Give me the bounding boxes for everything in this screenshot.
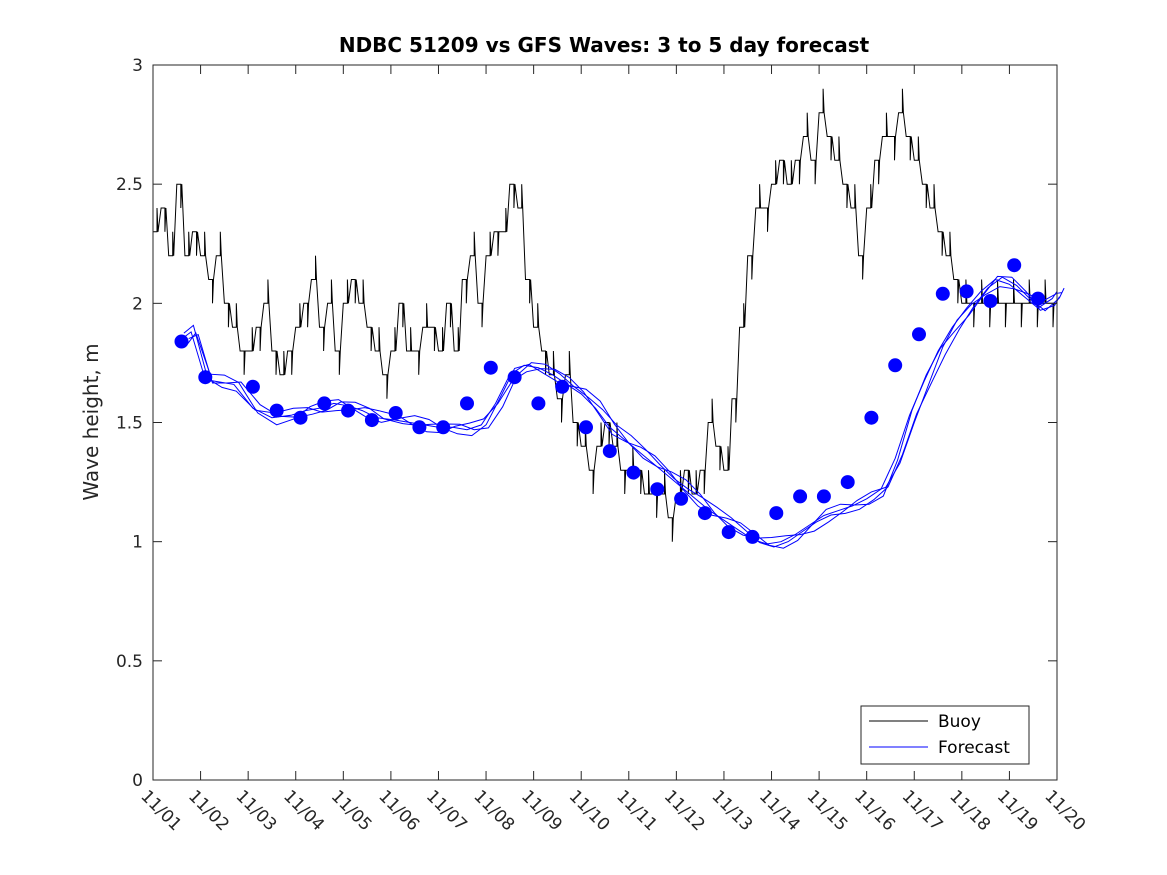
x-tick-label: 11/07 <box>422 786 471 835</box>
y-axis-label: Wave height, m <box>79 343 103 500</box>
x-tick-label: 11/20 <box>1040 786 1089 835</box>
y-axis-tick-labels: 0 0.5 1 1.5 2 2.5 3 <box>116 56 143 791</box>
x-tick-label: 11/13 <box>707 786 756 835</box>
forecast-marker <box>816 489 831 504</box>
x-tick-label: 11/08 <box>470 786 519 835</box>
y-tick-label: 1.5 <box>116 414 143 434</box>
x-axis-tick-labels: 11/0111/0211/0311/0411/0511/0611/0711/08… <box>136 786 1089 835</box>
forecast-marker <box>412 420 427 435</box>
forecast-marker <box>436 420 451 435</box>
forecast-marker <box>174 334 189 349</box>
forecast-marker <box>245 379 260 394</box>
forecast-marker <box>198 370 213 385</box>
chart-title: NDBC 51209 vs GFS Waves: 3 to 5 day fore… <box>339 33 870 57</box>
forecast-marker <box>840 475 855 490</box>
forecast-marker <box>959 284 974 299</box>
x-tick-label: 11/19 <box>993 786 1042 835</box>
x-tick-label: 11/14 <box>755 786 804 835</box>
x-tick-label: 11/15 <box>803 786 852 835</box>
forecast-marker <box>1007 258 1022 273</box>
forecast-marker <box>626 465 641 480</box>
series-forecast-line-1 <box>183 275 1060 549</box>
x-tick-label: 11/03 <box>232 786 281 835</box>
forecast-marker <box>674 491 689 506</box>
forecast-marker <box>388 406 403 420</box>
x-tick-label: 11/17 <box>898 786 947 835</box>
series-forecast-line-2 <box>185 286 1062 539</box>
forecast-marker <box>507 370 522 385</box>
y-tick-label: 2 <box>132 294 143 314</box>
forecast-marker <box>293 410 308 425</box>
legend-box <box>860 705 1030 765</box>
forecast-marker <box>745 529 760 544</box>
y-tick-label: 0 <box>132 771 143 791</box>
legend-buoy-label: Buoy <box>938 712 981 732</box>
forecast-marker <box>888 358 903 373</box>
forecast-marker <box>721 525 736 540</box>
tick-layer <box>152 64 1058 781</box>
forecast-marker <box>555 379 570 394</box>
x-tick-label: 11/06 <box>374 786 423 835</box>
forecast-marker <box>864 410 879 425</box>
forecast-marker <box>531 396 546 411</box>
x-tick-label: 11/18 <box>945 786 994 835</box>
y-tick-label: 1 <box>132 533 143 553</box>
forecast-marker <box>1031 291 1045 306</box>
forecast-marker <box>935 286 950 301</box>
forecast-marker <box>983 294 998 308</box>
y-tick-label: 0.5 <box>116 652 143 672</box>
forecast-marker <box>269 403 284 418</box>
x-tick-label: 11/02 <box>184 786 233 835</box>
legend: Buoy Forecast <box>860 705 1030 765</box>
forecast-marker <box>697 506 712 521</box>
forecast-marker <box>793 489 808 504</box>
x-tick-label: 11/10 <box>565 786 614 835</box>
forecast-marker <box>602 444 617 459</box>
forecast-marker <box>317 396 332 411</box>
forecast-marker <box>912 327 926 342</box>
forecast-marker <box>579 420 593 435</box>
legend-forecast-label: Forecast <box>938 738 1010 758</box>
forecast-marker <box>341 403 356 418</box>
x-tick-label: 11/09 <box>517 786 566 835</box>
series-forecast-line-3 <box>188 276 1065 548</box>
series-buoy-line <box>153 88 1057 542</box>
forecast-marker <box>769 506 784 521</box>
x-tick-label: 11/16 <box>850 786 899 835</box>
y-tick-label: 2.5 <box>116 175 143 195</box>
x-tick-label: 11/01 <box>136 786 185 835</box>
series-layer <box>153 88 1065 549</box>
forecast-marker <box>364 413 379 428</box>
forecast-marker <box>483 360 498 375</box>
forecast-marker <box>460 396 474 411</box>
x-tick-label: 11/12 <box>660 786 709 835</box>
x-tick-label: 11/11 <box>612 786 661 835</box>
y-tick-label: 3 <box>132 56 143 76</box>
x-tick-label: 11/04 <box>279 786 328 835</box>
x-tick-label: 11/05 <box>327 786 376 835</box>
marker-layer <box>174 258 1045 544</box>
forecast-marker <box>650 482 665 497</box>
